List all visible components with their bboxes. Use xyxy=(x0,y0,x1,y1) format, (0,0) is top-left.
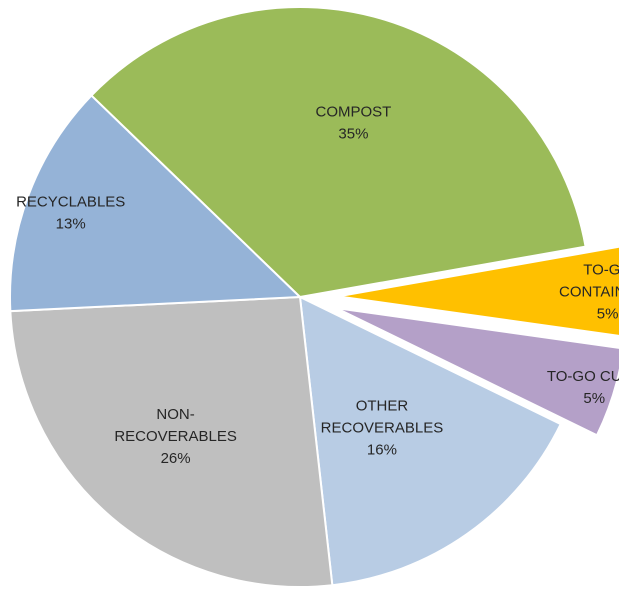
slice-category: OTHER xyxy=(356,397,409,414)
data-label-recyclables: RECYCLABLES 13% xyxy=(16,193,125,232)
pie-slice-other-recoverables xyxy=(298,295,562,587)
slice-percent: 26% xyxy=(161,450,191,467)
data-label-non-recoverables: NON- RECOVERABLES 26% xyxy=(114,406,237,467)
slice-category: RECYCLABLES xyxy=(16,193,125,210)
slice-category: TO-GO CUPS xyxy=(547,368,619,385)
data-label-to-go-cups: TO-GO CUPS 5% xyxy=(547,368,619,407)
pie-slices xyxy=(9,6,619,588)
slice-percent: 5% xyxy=(583,390,605,407)
slice-category: RECOVERABLES xyxy=(114,428,237,445)
slice-category: RECOVERABLES xyxy=(321,419,444,436)
pie-slice-to-go-containers xyxy=(337,245,619,337)
slice-category: NON- xyxy=(156,406,194,423)
slice-percent: 13% xyxy=(56,215,86,232)
pie-slice-to-go-cups xyxy=(335,307,619,437)
data-label-to-go-containers: TO-GO CONTAINERS 5% xyxy=(559,262,619,323)
slice-category: TO-GO xyxy=(583,262,619,279)
pie-slice-non-recoverables xyxy=(9,295,334,588)
pie-labels: COMPOST 35% TO-GO CONTAINERS 5% TO-GO CUPS 5% O… xyxy=(16,103,619,467)
slice-category: COMPOST xyxy=(315,103,391,120)
pie-slice-compost xyxy=(89,6,587,299)
data-label-other-recoverables: OTHER RECOVERABLES 16% xyxy=(321,397,444,458)
slice-percent: 16% xyxy=(367,441,397,458)
data-label-compost: COMPOST 35% xyxy=(315,103,391,142)
pie-slice-recyclables xyxy=(9,94,303,313)
slice-percent: 35% xyxy=(338,125,368,142)
slice-percent: 5% xyxy=(597,306,619,323)
slice-category: CONTAINERS xyxy=(559,284,619,301)
